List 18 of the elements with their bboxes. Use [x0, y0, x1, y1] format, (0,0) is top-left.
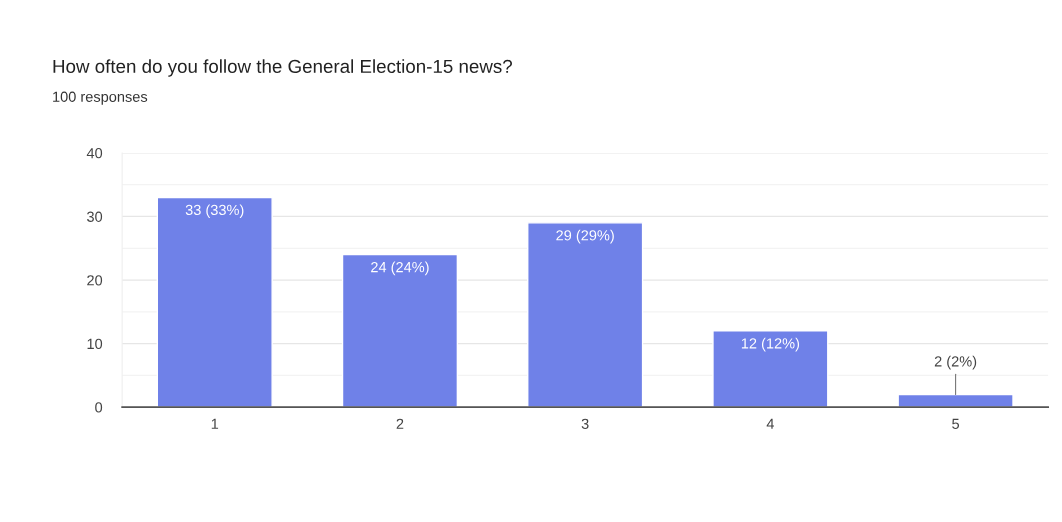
data-label: 24 (24%) [371, 261, 429, 276]
x-tick-label: 4 [766, 418, 774, 429]
y-tick-label: 30 [87, 211, 103, 222]
chart-subtitle: 100 responses [53, 91, 148, 105]
data-label: 12 (12%) [741, 337, 800, 352]
x-tick-label: 3 [581, 418, 589, 429]
bar [897, 393, 1014, 408]
y-tick-label: 20 [87, 275, 103, 286]
x-tick-label: 5 [952, 418, 960, 429]
data-label: 29 (29%) [556, 229, 614, 244]
data-label: 33 (33%) [185, 204, 244, 218]
x-tick-label: 1 [211, 418, 219, 429]
chart-title: How often do you follow the General Election-15 news? [53, 59, 512, 77]
y-tick-label: 10 [87, 338, 103, 350]
x-tick-label: 2 [396, 418, 404, 429]
data-label: 2 (2%) [934, 355, 977, 370]
y-tick-label: 0 [95, 402, 103, 413]
y-tick-label: 40 [86, 148, 103, 159]
